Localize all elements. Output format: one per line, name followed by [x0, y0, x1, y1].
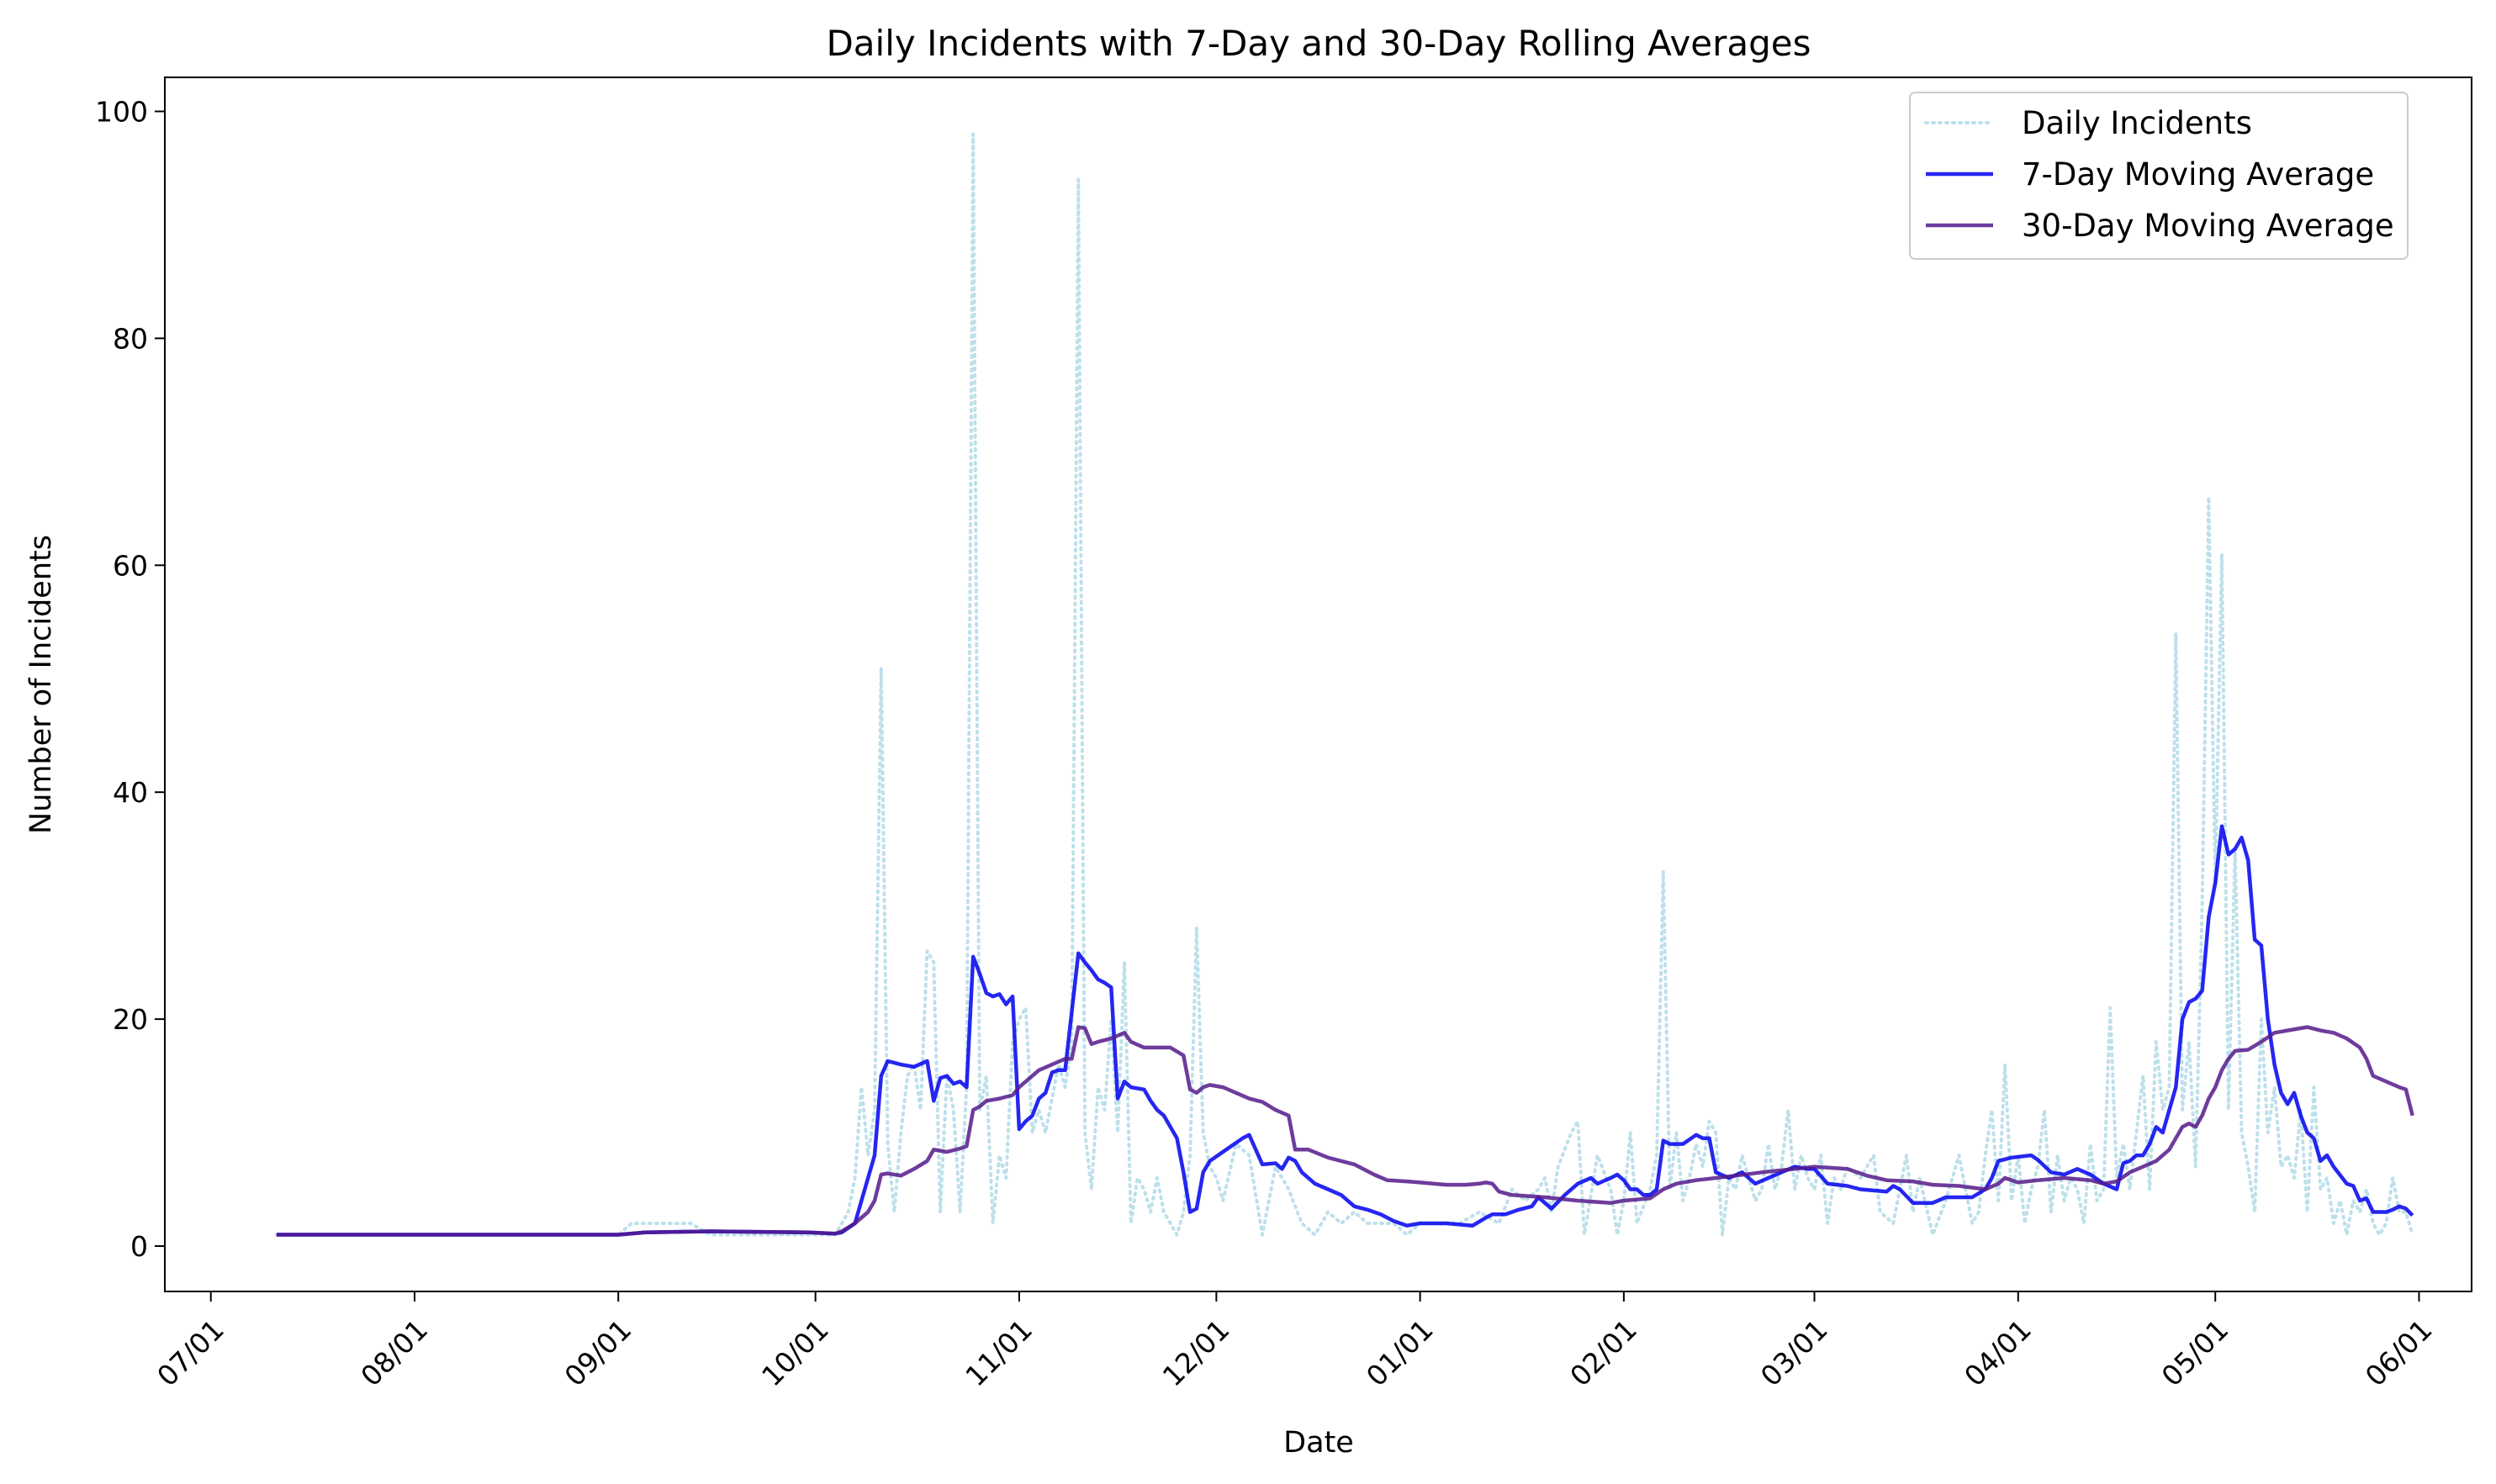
series-line-3 — [276, 1025, 2414, 1237]
plot-frame — [164, 77, 2472, 1292]
y-tick-label: 0 — [130, 1230, 148, 1263]
y-tick-label: 40 — [113, 776, 148, 809]
series-line-2 — [276, 824, 2414, 1237]
y-tick-label: 100 — [95, 95, 148, 128]
y-axis: 0 20 40 60 80 100 — [95, 95, 165, 1263]
legend-box — [1909, 92, 2409, 260]
chart-title: Daily Incidents with 7-Day and 30-Day Ro… — [826, 23, 1811, 64]
legend-label-2: 7-Day Moving Average — [2022, 156, 2374, 193]
y-tick-label: 80 — [113, 322, 148, 355]
x-axis-title: Date — [1283, 1426, 1354, 1460]
legend: Daily Incidents 7-Day Moving Average 30-Da… — [1909, 92, 2409, 260]
plot-area — [274, 132, 2414, 1237]
y-tick-label: 60 — [113, 549, 148, 582]
legend-label-3: 30-Day Moving Average — [2022, 208, 2394, 244]
y-axis-title: Number of Incidents — [24, 535, 58, 834]
legend-label-1: Daily Incidents — [2022, 105, 2252, 141]
y-tick-label: 20 — [113, 1003, 148, 1036]
series-line-1 — [274, 132, 2414, 1237]
